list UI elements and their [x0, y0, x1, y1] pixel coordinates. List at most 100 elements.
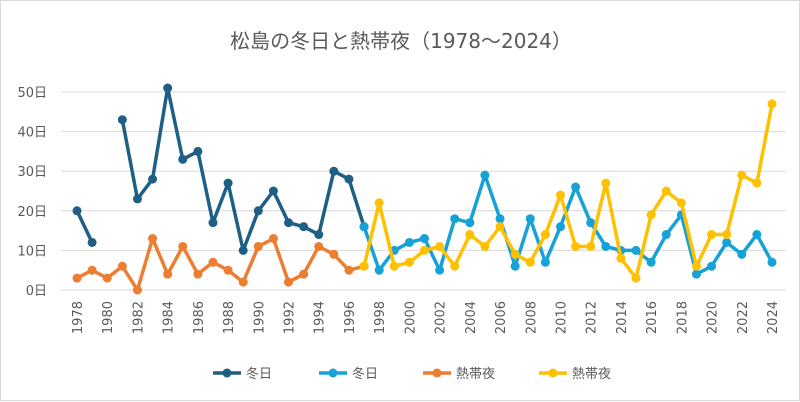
data-point [253, 206, 263, 216]
data-point [767, 257, 777, 267]
data-point [359, 261, 369, 271]
data-point [374, 198, 384, 208]
data-point [132, 194, 142, 204]
data-point [238, 245, 248, 255]
data-point [208, 218, 218, 228]
y-tick-label: 40日 [17, 126, 47, 141]
series-line-1 [362, 173, 774, 276]
data-point [102, 273, 112, 283]
data-point [268, 186, 278, 196]
data-point [510, 249, 520, 259]
x-tick-label: 1990 [252, 301, 267, 334]
data-point [707, 261, 717, 271]
data-point [344, 265, 354, 275]
legend-marker [328, 368, 338, 378]
data-point [676, 198, 686, 208]
data-point [737, 249, 747, 259]
x-tick-label: 2012 [585, 301, 600, 334]
data-point [555, 222, 565, 232]
data-point [132, 285, 142, 295]
data-point [571, 182, 581, 192]
x-tick-label: 1978 [71, 301, 86, 334]
data-point [284, 218, 294, 228]
data-point [374, 265, 384, 275]
data-point [752, 230, 762, 240]
data-point [752, 178, 762, 188]
data-point [148, 234, 158, 244]
data-point [268, 234, 278, 244]
data-point [344, 174, 354, 184]
data-point [495, 214, 505, 224]
data-point [238, 277, 248, 287]
data-point [223, 265, 233, 275]
x-tick-label: 2008 [524, 301, 539, 334]
data-point [178, 154, 188, 164]
data-point [737, 170, 747, 180]
data-point [450, 261, 460, 271]
data-point [510, 261, 520, 271]
data-point [72, 273, 82, 283]
legend-label: 冬日 [246, 366, 272, 382]
series-line-0 [75, 210, 94, 244]
y-tick-label: 0日 [26, 284, 47, 299]
chart-title: 松島の冬日と熱帯夜（1978～2024） [230, 29, 572, 53]
data-point [661, 186, 671, 196]
data-point [193, 269, 203, 279]
data-point [178, 241, 188, 251]
data-point [616, 253, 626, 263]
data-point [314, 230, 324, 240]
x-tick-label: 2004 [464, 301, 479, 334]
x-tick-label: 2002 [434, 301, 449, 334]
data-point [691, 269, 701, 279]
data-point [284, 277, 294, 287]
data-point [450, 214, 460, 224]
data-point [555, 190, 565, 200]
data-point [722, 230, 732, 240]
data-point [540, 257, 550, 267]
x-tick-label: 2024 [766, 301, 781, 334]
data-point [465, 230, 475, 240]
data-point [525, 257, 535, 267]
legend-marker [432, 368, 442, 378]
data-point [420, 234, 429, 244]
x-tick-label: 1982 [131, 301, 146, 334]
data-point [299, 222, 309, 232]
x-tick-label: 1998 [373, 301, 388, 334]
data-point [495, 222, 505, 232]
data-point [525, 214, 535, 224]
data-point [359, 222, 369, 232]
x-tick-label: 1992 [283, 301, 298, 334]
data-point [87, 265, 97, 275]
data-point [117, 261, 127, 271]
x-tick-label: 2010 [554, 301, 569, 334]
data-point [420, 245, 429, 255]
data-point [299, 269, 309, 279]
x-tick-label: 2016 [645, 301, 660, 334]
data-point [631, 245, 641, 255]
x-tick-label: 2018 [675, 301, 690, 334]
legend-label: 熱帯夜 [572, 367, 611, 382]
legend-marker [222, 368, 232, 378]
data-point [148, 174, 158, 184]
x-tick-label: 1984 [162, 301, 177, 334]
data-point [404, 257, 414, 267]
data-point [389, 261, 399, 271]
data-point [208, 257, 218, 267]
y-tick-label: 50日 [17, 86, 47, 101]
y-tick-label: 20日 [17, 205, 47, 220]
data-point [404, 237, 414, 247]
legend-label: 冬日 [352, 366, 378, 382]
data-point [480, 241, 490, 251]
y-tick-label: 10日 [17, 244, 47, 259]
data-point [631, 273, 641, 283]
series-line-3 [362, 103, 774, 280]
y-tick-label: 30日 [17, 165, 47, 180]
data-point [435, 241, 445, 251]
data-point [465, 218, 475, 228]
data-point [480, 170, 490, 180]
series-line-2 [76, 236, 365, 292]
series-line-0 [120, 86, 366, 253]
data-point [223, 178, 233, 188]
